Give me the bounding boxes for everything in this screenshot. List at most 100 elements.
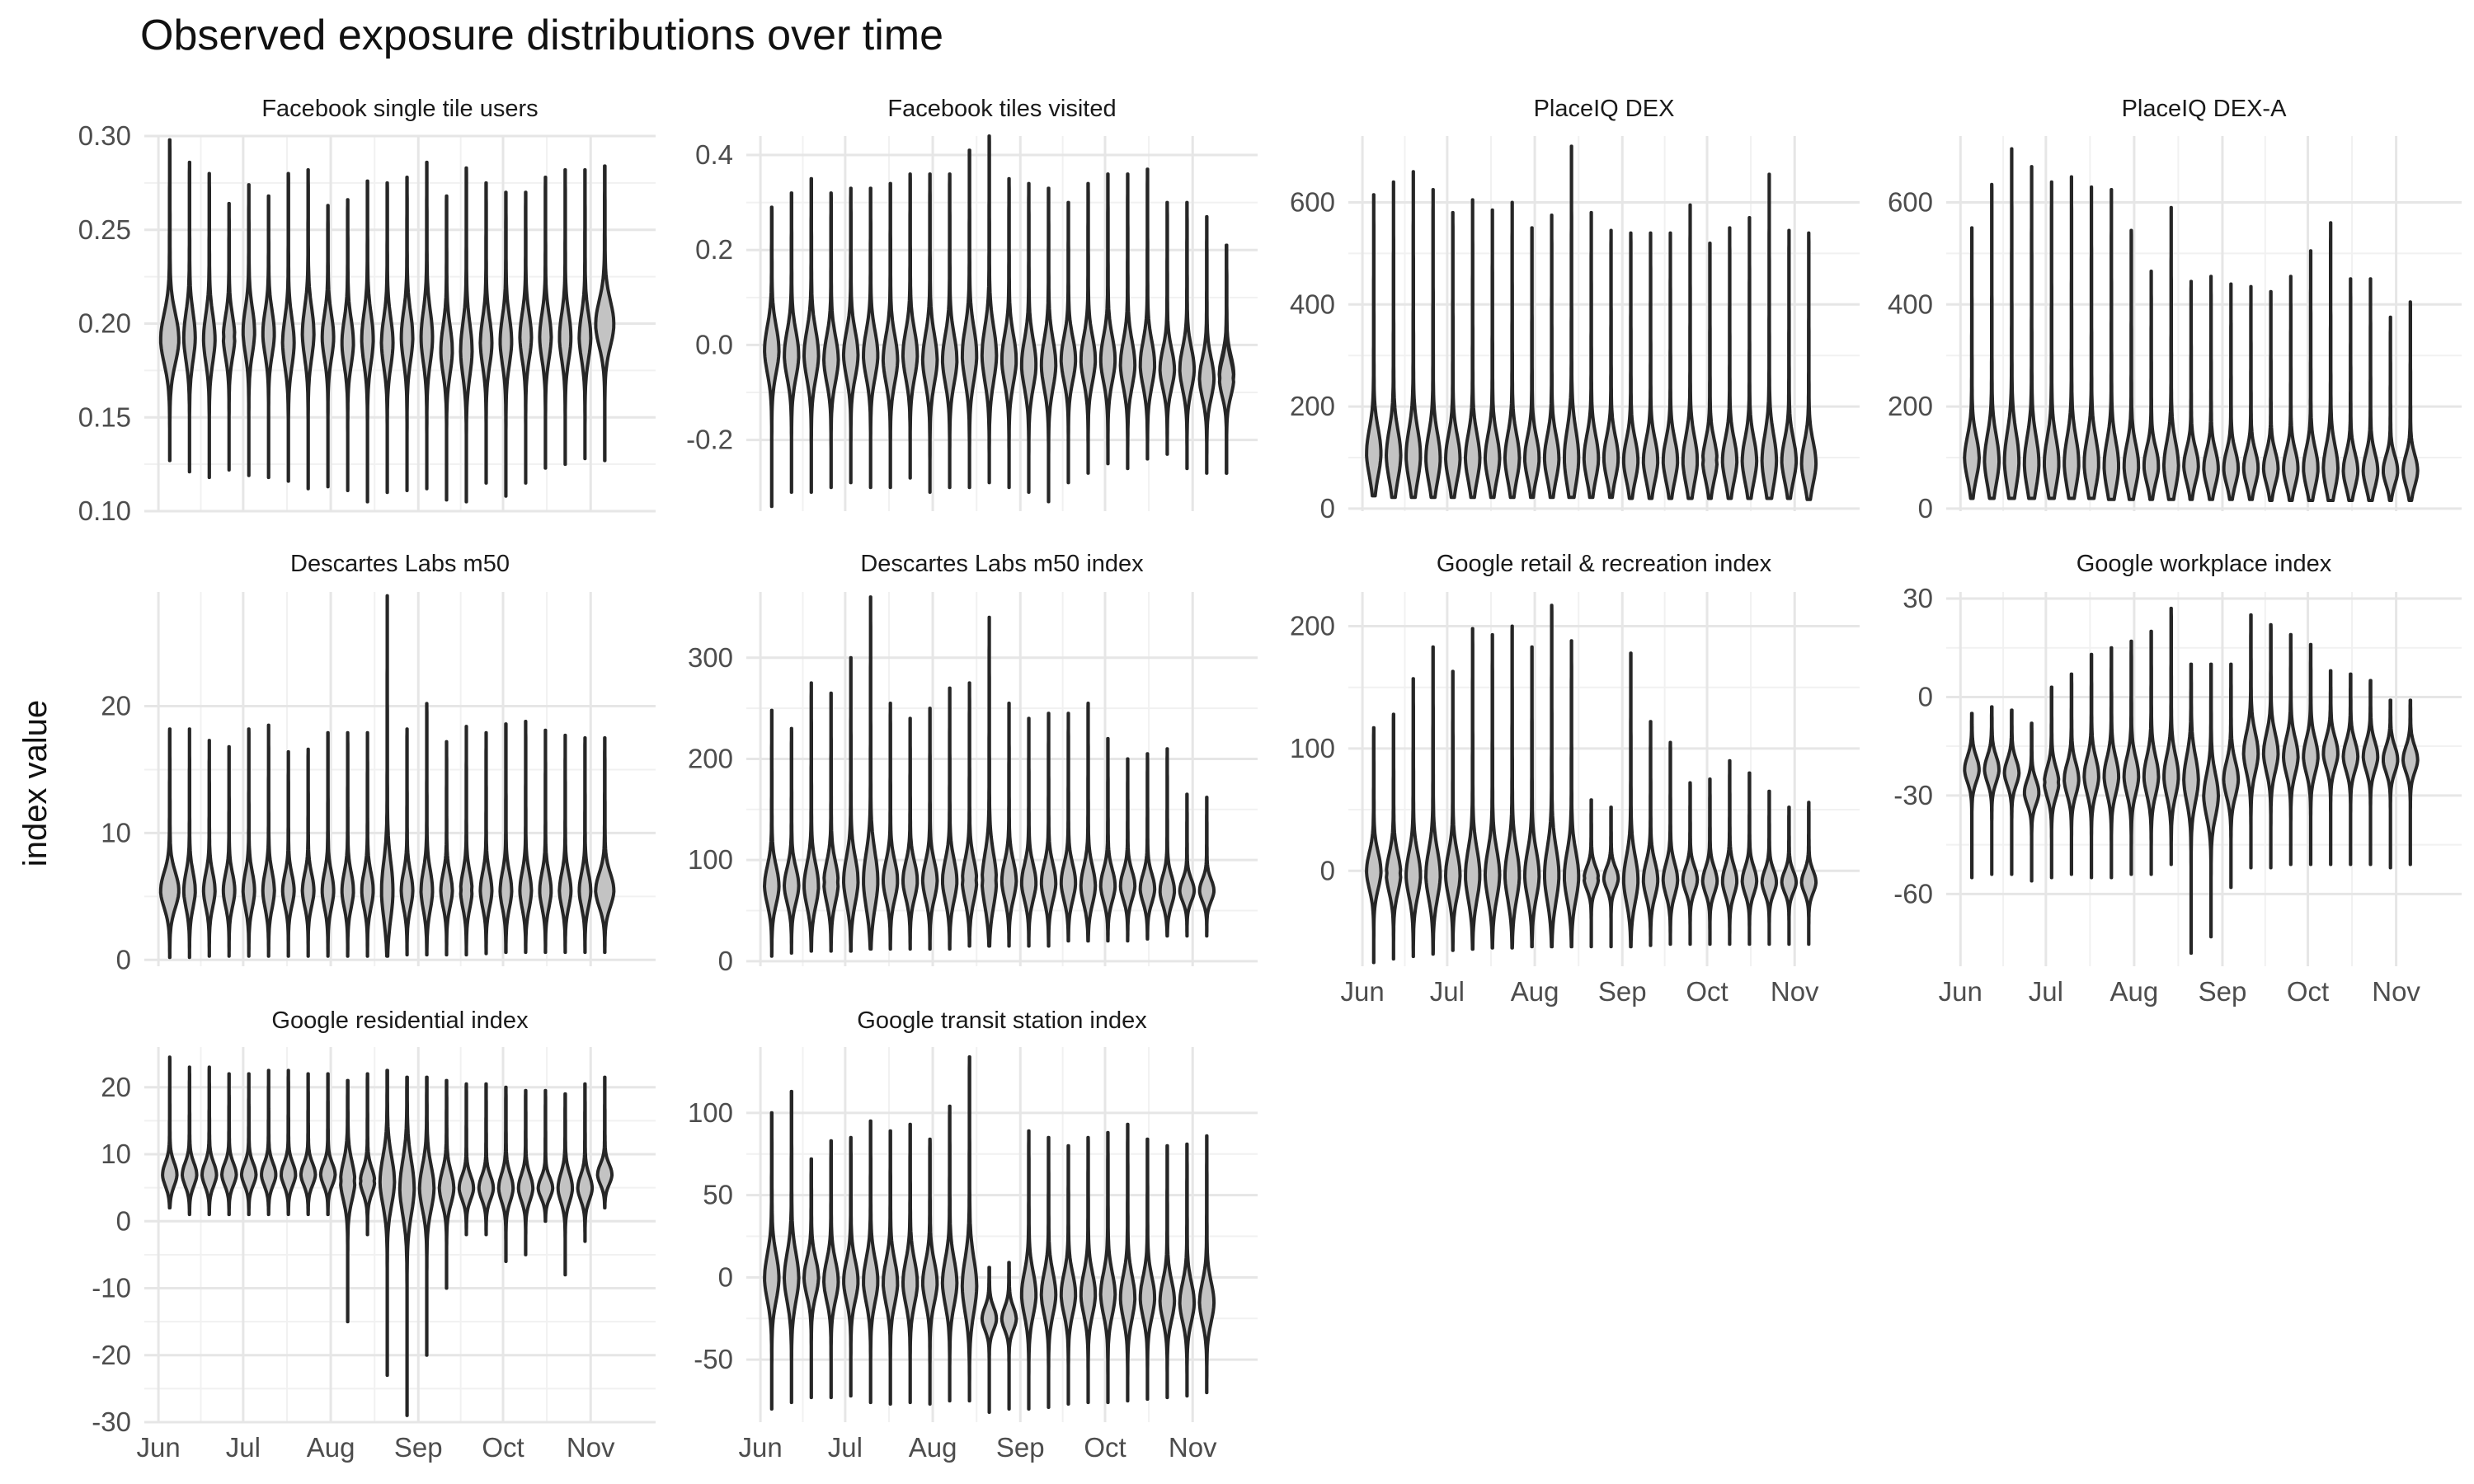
violin: [2082, 185, 2100, 500]
violin: [822, 1139, 840, 1400]
violin: [920, 172, 939, 494]
violin: [842, 1135, 860, 1398]
y-tick-label: 0.15: [78, 402, 131, 432]
violin: [2022, 165, 2041, 500]
violin: [320, 730, 336, 958]
y-tick-label: 10: [101, 817, 131, 848]
violin: [419, 160, 435, 491]
y-tick-label: 200: [1290, 611, 1335, 641]
facet-strip-label: Google residential index: [271, 1007, 529, 1034]
violin: [2062, 175, 2081, 500]
facet-panel: Descartes Labs m50 0 10 20: [101, 551, 656, 974]
violin: [1118, 1122, 1137, 1403]
x-tick-label: Sep: [394, 1432, 443, 1463]
x-tick-label: Sep: [996, 1432, 1045, 1463]
violin: [901, 716, 920, 951]
violin: [1760, 789, 1779, 946]
violin: [783, 191, 801, 494]
violin: [437, 1078, 456, 1290]
y-tick-label: 100: [688, 1097, 733, 1128]
violin: [1641, 720, 1660, 947]
violin: [419, 702, 435, 957]
violin: [1059, 200, 1078, 485]
violin: [981, 615, 999, 948]
violin: [1079, 1135, 1098, 1405]
violin: [536, 1088, 555, 1223]
y-tick-label: 200: [1888, 391, 1933, 421]
violin: [1178, 792, 1197, 938]
violin: [1444, 210, 1462, 500]
y-tick-label: 0.4: [695, 139, 733, 170]
x-tick-label: Sep: [1598, 976, 1647, 1007]
violin: [1602, 805, 1620, 949]
violin: [802, 176, 821, 494]
x-tick-label: Nov: [2372, 976, 2420, 1007]
violin: [457, 1082, 476, 1237]
facet-strip-label: Google workplace index: [2077, 551, 2332, 577]
violin: [2202, 662, 2220, 939]
violin: [1404, 170, 1423, 500]
violin: [1780, 805, 1799, 946]
y-tick-label: 0: [1320, 855, 1335, 885]
violin: [1563, 639, 1581, 949]
violin: [557, 168, 573, 467]
violin: [439, 740, 454, 957]
x-tick-label: Nov: [567, 1432, 615, 1463]
violin: [2302, 249, 2320, 502]
violin: [1799, 231, 1818, 501]
violin: [1404, 677, 1423, 959]
violin: [576, 1082, 595, 1243]
violin: [2341, 277, 2360, 502]
x-tick-label: Jun: [137, 1432, 181, 1463]
violin: [478, 181, 494, 485]
violin: [595, 1075, 614, 1209]
violin: [802, 1157, 821, 1400]
violin: [496, 1085, 515, 1263]
violin: [822, 691, 840, 953]
violin: [2043, 685, 2061, 880]
violin: [359, 1072, 377, 1237]
violin: [399, 176, 415, 492]
violin: [1424, 645, 1442, 956]
y-tick-label: 0.25: [78, 214, 131, 245]
violin: [1158, 747, 1177, 938]
violin: [518, 720, 534, 955]
violin: [941, 686, 959, 951]
violin: [920, 1137, 939, 1406]
y-tick-label: 10: [101, 1139, 131, 1169]
violin: [1197, 214, 1216, 475]
violin: [882, 702, 900, 951]
violin: [1178, 200, 1197, 471]
violin: [920, 707, 939, 951]
violin: [1118, 757, 1137, 943]
violin: [1019, 181, 1038, 494]
facet-panel: Google workplace index -60 -30 0 30 Jun Jul Aug…: [1893, 551, 2462, 1007]
facet-panel: Facebook single tile users 0.10 0.15 0.20 0.…: [78, 96, 656, 526]
y-tick-label: -30: [1893, 780, 1933, 810]
y-tick-label: 30: [1903, 583, 1933, 613]
violin: [181, 160, 197, 474]
violin: [594, 736, 616, 955]
facet-strip-label: Facebook tiles visited: [887, 96, 1116, 122]
x-tick-label: Oct: [2287, 976, 2329, 1007]
violin: [1700, 777, 1719, 946]
violin: [397, 1075, 416, 1417]
facet-panel: PlaceIQ DEX-A 0 200 400 600: [1888, 96, 2462, 524]
violin: [1039, 186, 1058, 504]
violin: [1720, 758, 1739, 946]
violin: [960, 1055, 979, 1403]
facet-strip-label: Descartes Labs m50: [290, 551, 510, 577]
violin: [2321, 221, 2340, 502]
violin: [940, 172, 959, 490]
violin: [2082, 652, 2100, 880]
y-tick-label: -30: [92, 1407, 131, 1437]
violin: [862, 595, 880, 951]
violin: [2401, 300, 2420, 502]
violin: [1963, 226, 1981, 500]
violin: [220, 1072, 238, 1217]
x-tick-label: Aug: [2110, 976, 2159, 1007]
violin: [1217, 243, 1235, 475]
violin: [1483, 208, 1502, 500]
facet-strip-label: PlaceIQ DEX-A: [2122, 96, 2287, 122]
